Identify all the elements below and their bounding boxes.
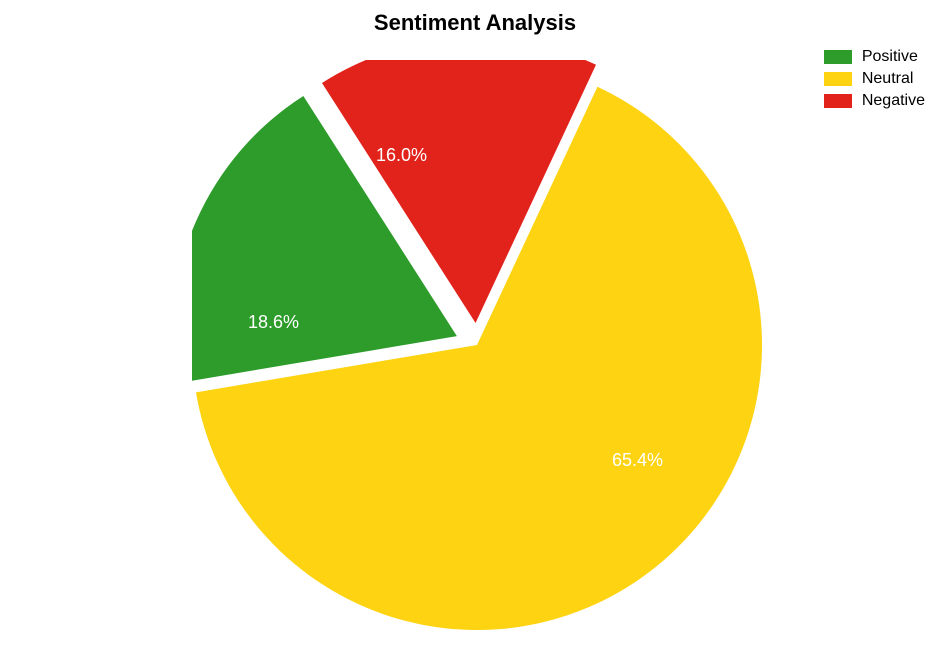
slice-label-positive: 18.6%: [248, 312, 299, 333]
legend-swatch-positive: [824, 50, 852, 64]
legend-swatch-neutral: [824, 72, 852, 86]
slice-label-neutral: 65.4%: [612, 450, 663, 471]
legend-label-negative: Negative: [862, 92, 925, 110]
chart-title: Sentiment Analysis: [374, 10, 576, 36]
legend-item-neutral: Neutral: [824, 70, 925, 88]
legend-label-positive: Positive: [862, 48, 918, 66]
legend-item-positive: Positive: [824, 48, 925, 66]
legend-label-neutral: Neutral: [862, 70, 914, 88]
legend: Positive Neutral Negative: [824, 48, 925, 114]
legend-item-negative: Negative: [824, 92, 925, 110]
legend-swatch-negative: [824, 94, 852, 108]
pie-svg: [192, 60, 762, 630]
slice-label-negative: 16.0%: [376, 145, 427, 166]
sentiment-pie-chart: Sentiment Analysis 65.4% 18.6% 16.0% Pos…: [0, 0, 950, 662]
